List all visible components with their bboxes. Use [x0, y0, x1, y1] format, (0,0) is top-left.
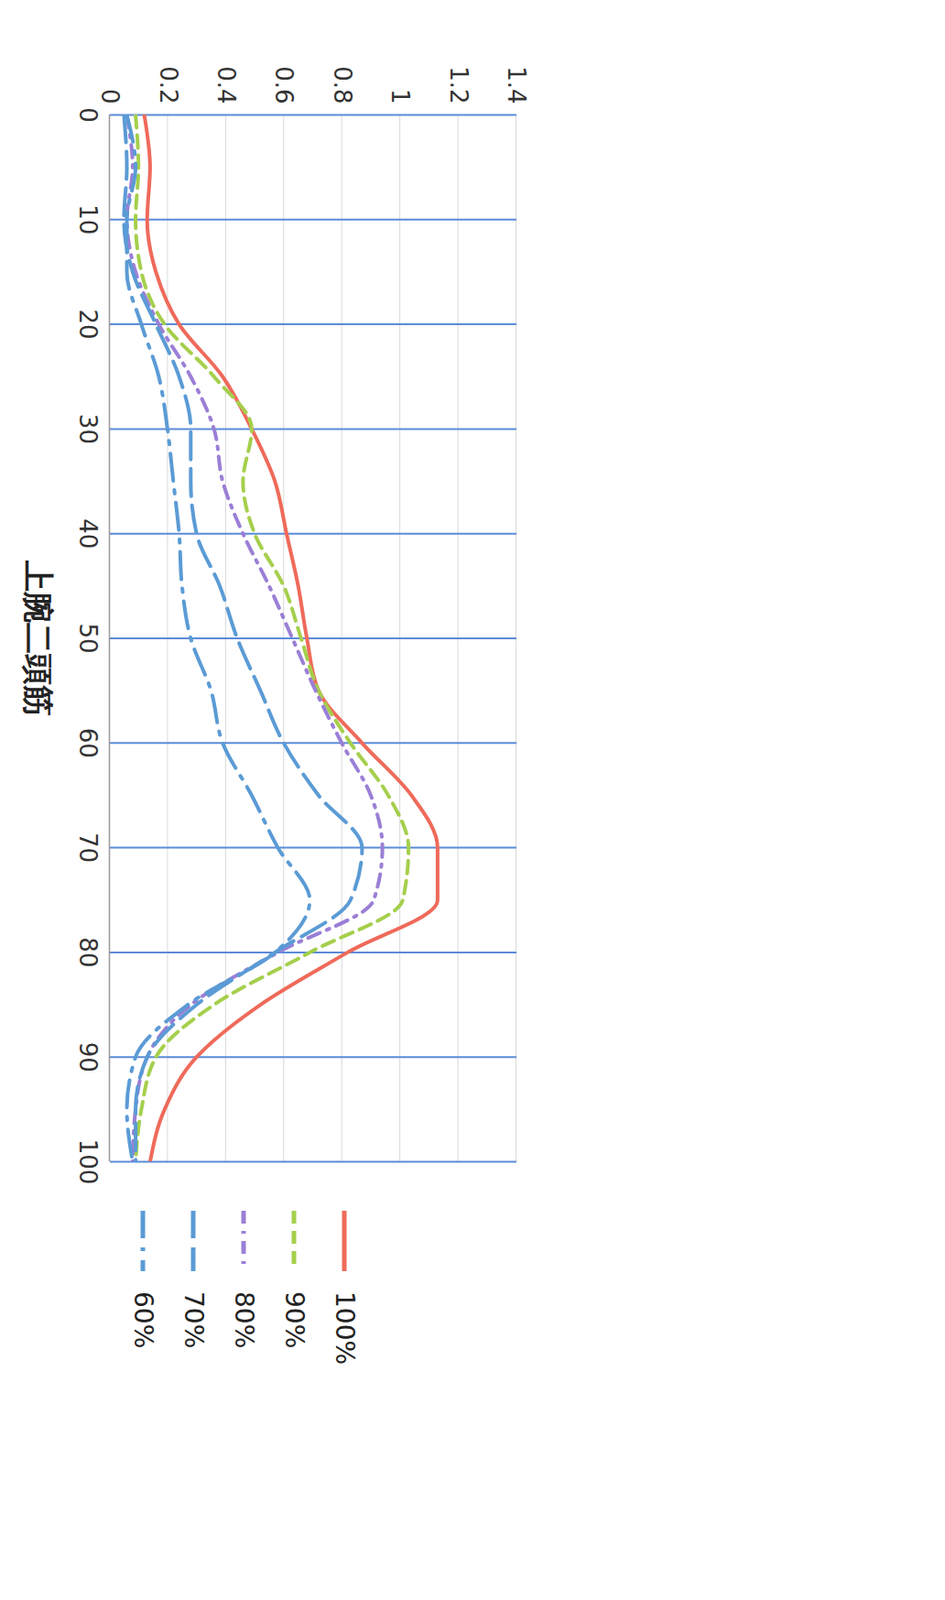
svg-text:0.4: 0.4 [212, 65, 240, 104]
html-text:60%: 60% [128, 1291, 159, 1349]
svg-text:1: 1 [386, 88, 414, 105]
svg-text:90: 90 [74, 1042, 102, 1073]
svg-text:10: 10 [74, 204, 102, 235]
svg-text:30: 30 [74, 413, 102, 445]
svg-text:80: 80 [74, 936, 102, 967]
svg-text:0.6: 0.6 [270, 65, 298, 104]
svg-text:1.4: 1.4 [502, 65, 531, 104]
html-text:90%: 90% [279, 1291, 310, 1349]
svg-text:70: 70 [74, 832, 102, 863]
svg-text:0.8: 0.8 [328, 65, 357, 104]
svg-text:0: 0 [74, 107, 102, 123]
svg-text:上腕二頭筋: 上腕二頭筋 [20, 559, 57, 717]
svg-text:100: 100 [74, 1139, 102, 1185]
html-text:80%: 80% [228, 1291, 260, 1349]
svg-text:0.2: 0.2 [154, 65, 183, 104]
svg-text:60: 60 [74, 727, 102, 759]
html-text:70%: 70% [178, 1291, 209, 1349]
svg-text:20: 20 [74, 309, 102, 340]
svg-text:40: 40 [74, 518, 102, 549]
svg-text:50: 50 [74, 622, 102, 653]
html-text:100%: 100% [329, 1291, 360, 1365]
svg-text:0: 0 [96, 88, 124, 105]
svg-text:1.2: 1.2 [445, 65, 473, 104]
